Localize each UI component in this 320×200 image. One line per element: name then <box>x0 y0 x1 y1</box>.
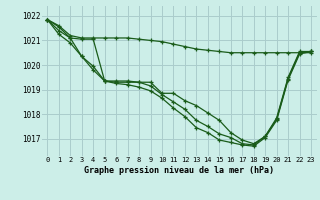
X-axis label: Graphe pression niveau de la mer (hPa): Graphe pression niveau de la mer (hPa) <box>84 166 274 175</box>
